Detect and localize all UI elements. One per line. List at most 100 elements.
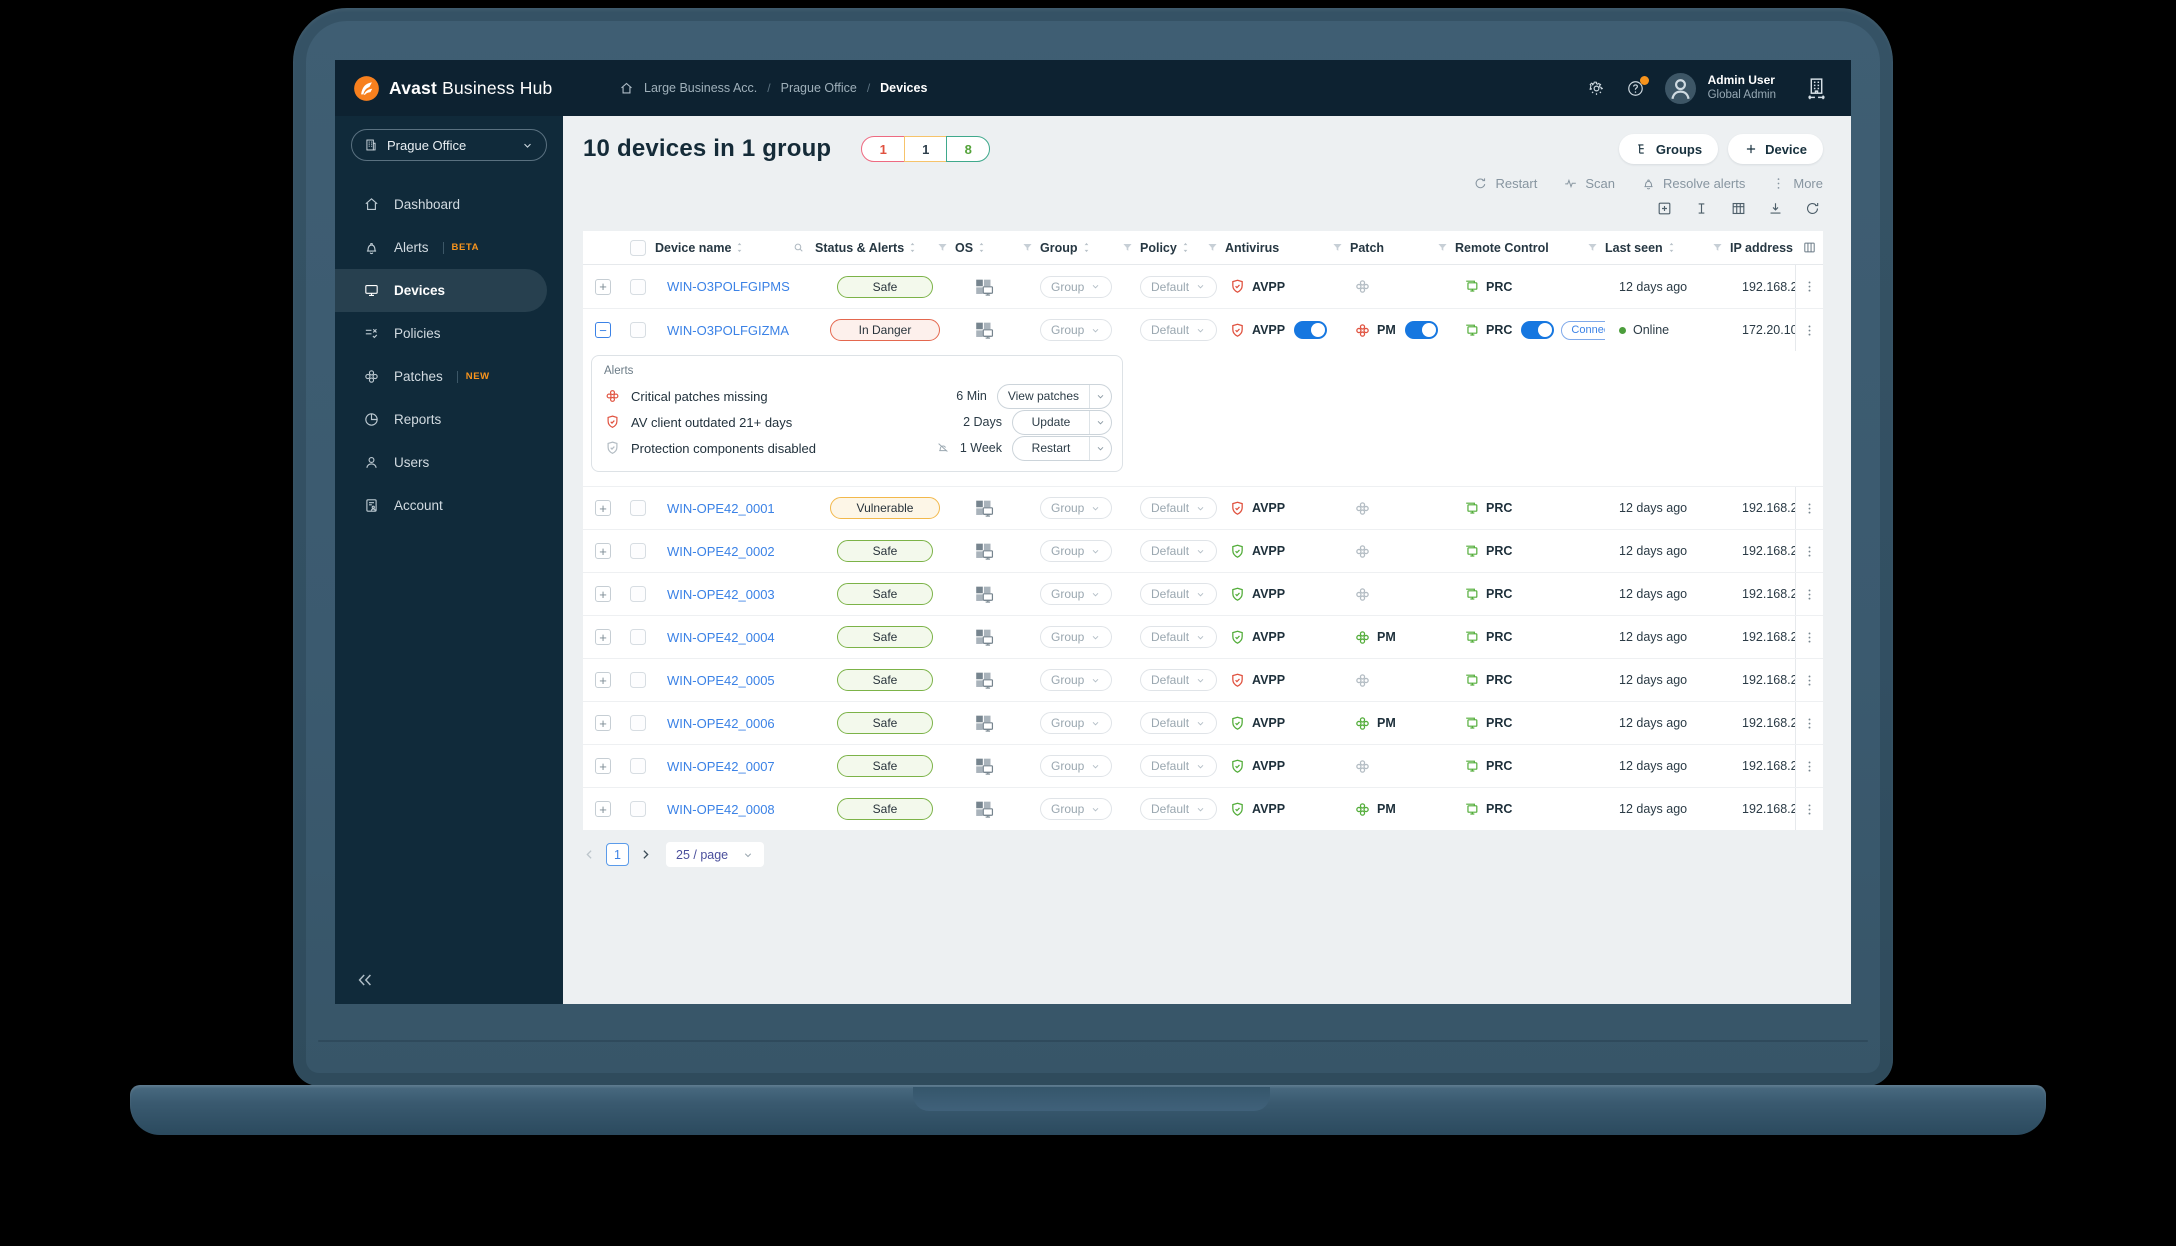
sort-icon[interactable] (906, 241, 919, 254)
alert-action-button[interactable]: View patches (996, 383, 1112, 409)
groups-button[interactable]: Groups (1618, 134, 1719, 164)
dots-v-icon[interactable] (1802, 630, 1817, 645)
device-name-link[interactable]: WIN-OPE42_0001 (667, 500, 775, 516)
group-select[interactable]: Group (1040, 497, 1113, 519)
policy-select[interactable]: Default (1140, 319, 1218, 341)
device-name-link[interactable]: WIN-O3POLFGIPMS (667, 279, 790, 294)
sidebar-item-patches[interactable]: Patches NEW (335, 355, 563, 398)
device-name-link[interactable]: WIN-OPE42_0006 (667, 715, 775, 731)
filter-icon[interactable] (1436, 241, 1449, 254)
device-name-link[interactable]: WIN-OPE42_0004 (667, 629, 775, 645)
group-select[interactable]: Group (1040, 275, 1113, 298)
group-select[interactable]: Group (1040, 540, 1113, 562)
row-checkbox[interactable] (629, 715, 646, 731)
row-expander[interactable]: + (595, 715, 611, 731)
row-expander[interactable]: + (595, 278, 611, 295)
dots-v-icon[interactable] (1802, 802, 1817, 817)
policy-select[interactable]: Default (1140, 798, 1218, 820)
scan-action[interactable]: Scan (1563, 176, 1615, 191)
device-button[interactable]: Device (1728, 134, 1823, 164)
antivirus-toggle[interactable] (1294, 321, 1328, 339)
sidebar-item-dashboard[interactable]: Dashboard (335, 183, 563, 226)
sidebar-item-alerts[interactable]: Alerts BETA (335, 226, 563, 269)
device-name-link[interactable]: WIN-OPE42_0007 (667, 758, 775, 774)
dots-v-icon[interactable] (1802, 323, 1817, 338)
filter-icon[interactable] (1121, 241, 1134, 254)
sidebar-collapse-icon[interactable] (355, 970, 375, 990)
group-select[interactable]: Group (1040, 669, 1113, 691)
policy-select[interactable]: Default (1140, 626, 1218, 648)
help-icon[interactable] (1626, 75, 1649, 98)
row-expander[interactable]: + (595, 672, 611, 688)
row-expander[interactable]: − (595, 322, 611, 338)
row-expander[interactable]: + (595, 758, 611, 774)
group-select[interactable]: Group (1040, 798, 1113, 820)
dots-v-icon[interactable] (1802, 587, 1817, 602)
breadcrumb-item[interactable]: Prague Office (780, 81, 857, 95)
sort-icon[interactable] (1179, 241, 1192, 254)
filter-icon[interactable] (1586, 241, 1599, 254)
patch-toggle[interactable] (1404, 321, 1438, 339)
chevron-down-icon[interactable] (1089, 436, 1111, 460)
filter-icon[interactable] (1206, 241, 1219, 254)
policy-select[interactable]: Default (1140, 669, 1218, 691)
row-checkbox[interactable] (629, 586, 646, 602)
search-icon[interactable] (792, 241, 805, 254)
remote-toggle[interactable] (1521, 321, 1555, 339)
row-checkbox[interactable] (629, 801, 646, 817)
prev-page-icon[interactable] (583, 848, 596, 861)
filter-icon[interactable] (1331, 241, 1344, 254)
policy-select[interactable]: Default (1140, 583, 1218, 605)
dots-v-icon[interactable] (1802, 716, 1817, 731)
dots-v-icon[interactable] (1802, 673, 1817, 688)
policy-select[interactable]: Default (1140, 275, 1218, 298)
group-select[interactable]: Group (1040, 755, 1113, 777)
sidebar-item-users[interactable]: Users (335, 441, 563, 484)
device-name-link[interactable]: WIN-OPE42_0005 (667, 672, 775, 688)
company-switcher-icon[interactable] (1804, 76, 1829, 101)
sidebar-item-devices[interactable]: Devices (335, 269, 547, 312)
resolve-alerts-action[interactable]: Resolve alerts (1641, 176, 1745, 191)
row-checkbox[interactable] (629, 758, 646, 774)
group-select[interactable]: Group (1040, 319, 1113, 341)
dots-v-icon[interactable] (1802, 544, 1817, 559)
device-name-link[interactable]: WIN-OPE42_0002 (667, 543, 775, 559)
policy-select[interactable]: Default (1140, 712, 1218, 734)
filter-icon[interactable] (936, 241, 949, 254)
chevron-down-icon[interactable] (1089, 384, 1111, 408)
row-expander[interactable]: + (595, 543, 611, 559)
device-name-link[interactable]: WIN-O3POLFGIZMA (667, 322, 790, 338)
add-box-icon[interactable] (1656, 200, 1673, 217)
dots-v-icon[interactable] (1802, 501, 1817, 516)
avatar[interactable] (1664, 72, 1696, 104)
row-checkbox[interactable] (629, 278, 646, 295)
group-select[interactable]: Group (1040, 626, 1113, 648)
dots-v-icon[interactable] (1802, 759, 1817, 774)
row-expander[interactable]: + (595, 500, 611, 516)
restart-action[interactable]: Restart (1473, 176, 1537, 191)
select-all-checkbox[interactable] (629, 239, 646, 256)
breadcrumb-item[interactable]: Large Business Acc. (644, 81, 758, 95)
filter-icon[interactable] (1711, 241, 1724, 254)
sidebar-item-account[interactable]: Account (335, 484, 563, 527)
breadcrumb-item[interactable]: Devices (880, 81, 928, 95)
row-checkbox[interactable] (629, 500, 646, 516)
sort-icon[interactable] (975, 241, 988, 254)
user-meta[interactable]: Admin User Global Admin (1708, 73, 1776, 102)
page-size-select[interactable]: 25 / page (666, 842, 765, 867)
device-name-link[interactable]: WIN-OPE42_0003 (667, 586, 775, 602)
row-checkbox[interactable] (629, 672, 646, 688)
download-icon[interactable] (1767, 200, 1784, 217)
more-action[interactable]: More (1771, 176, 1823, 191)
columns-icon[interactable] (1802, 240, 1817, 255)
filter-icon[interactable] (1021, 241, 1034, 254)
group-select[interactable]: Group (1040, 712, 1113, 734)
chevron-down-icon[interactable] (1089, 410, 1111, 434)
text-cursor-icon[interactable] (1693, 200, 1710, 217)
sort-icon[interactable] (1080, 241, 1093, 254)
connect-button[interactable]: Connect (1561, 320, 1605, 340)
sort-icon[interactable] (1665, 241, 1678, 254)
row-checkbox[interactable] (629, 543, 646, 559)
page-number[interactable]: 1 (606, 843, 629, 866)
sort-icon[interactable] (733, 241, 746, 254)
